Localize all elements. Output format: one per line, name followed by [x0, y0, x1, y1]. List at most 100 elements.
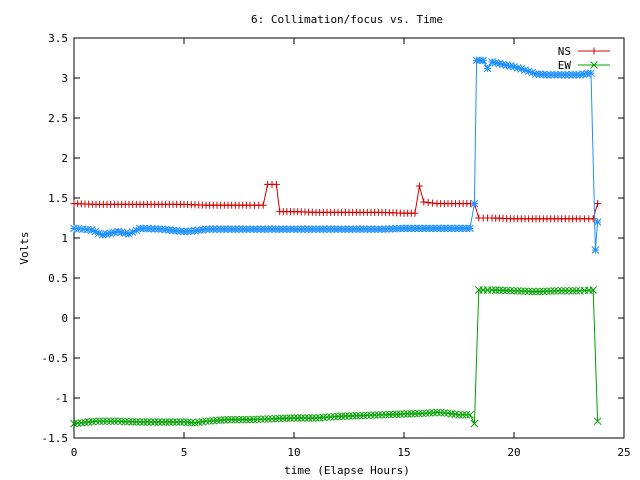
data-point	[202, 417, 210, 426]
legend-label: NS	[558, 45, 571, 58]
data-point	[150, 418, 159, 426]
data-point	[539, 287, 548, 296]
x-tick-label: 10	[287, 446, 300, 459]
data-point	[202, 225, 210, 234]
data-point	[260, 415, 269, 423]
data-point	[506, 286, 515, 295]
data-point	[440, 409, 449, 417]
data-point	[550, 287, 559, 295]
series-layer	[70, 56, 602, 428]
data-point	[103, 417, 111, 426]
data-point	[483, 64, 492, 73]
data-point	[411, 209, 419, 217]
data-point	[209, 416, 218, 425]
data-point	[132, 418, 141, 426]
data-point	[543, 287, 551, 296]
data-point	[414, 409, 423, 418]
data-point	[587, 69, 595, 78]
data-point	[557, 286, 566, 295]
data-point	[154, 418, 163, 426]
data-point	[568, 70, 577, 79]
data-point	[290, 225, 298, 234]
plot-border	[73, 37, 625, 439]
data-point	[246, 415, 254, 424]
data-point	[381, 410, 390, 419]
data-point	[466, 410, 474, 419]
data-point	[257, 415, 265, 424]
data-point	[400, 410, 408, 418]
data-point	[415, 182, 423, 190]
data-point	[275, 225, 284, 234]
data-point	[238, 415, 247, 424]
series-line	[73, 289, 599, 425]
data-point	[546, 287, 555, 295]
data-point	[106, 417, 115, 426]
data-point	[176, 418, 185, 426]
data-point	[392, 410, 401, 419]
data-point	[242, 225, 251, 234]
data-point	[352, 411, 361, 420]
data-point	[264, 225, 273, 234]
legend-marker	[590, 61, 598, 69]
data-point	[290, 414, 298, 422]
data-point	[297, 414, 306, 422]
data-point	[589, 215, 597, 223]
data-point	[396, 410, 405, 418]
data-point	[458, 410, 467, 419]
data-point	[433, 408, 441, 417]
data-point	[282, 414, 291, 423]
data-point	[337, 225, 346, 234]
data-point	[414, 224, 423, 233]
data-point	[286, 414, 295, 422]
data-point	[143, 224, 152, 233]
data-point	[154, 225, 163, 233]
data-point	[583, 69, 592, 78]
data-point	[572, 286, 581, 295]
data-point	[532, 287, 540, 296]
data-point	[249, 415, 258, 424]
data-point	[334, 225, 342, 234]
data-point	[561, 70, 570, 79]
data-point	[275, 414, 284, 423]
y-axis-ticks: -1.5 -1 -0.5 0 0.5 1 1.5 2 2.5 3 3.5	[42, 32, 624, 445]
data-point	[161, 418, 170, 426]
data-point	[429, 199, 437, 207]
data-point	[561, 286, 570, 295]
x-tick-label: 25	[617, 446, 630, 459]
data-point	[279, 414, 287, 423]
data-point	[440, 224, 449, 233]
y-tick-label: -1.5	[42, 432, 69, 445]
data-point	[326, 413, 335, 421]
data-point	[374, 411, 383, 419]
series-line	[73, 183, 599, 220]
data-point	[521, 287, 529, 296]
data-point	[363, 411, 372, 420]
data-point	[403, 410, 412, 418]
data-point	[488, 286, 496, 294]
data-point	[462, 410, 471, 419]
series-unlabeled	[70, 56, 602, 254]
x-axis-label: time (Elapse Hours)	[284, 464, 410, 477]
data-point	[422, 224, 430, 233]
y-tick-label: 2.5	[48, 112, 68, 125]
data-point	[304, 414, 313, 422]
data-point	[367, 411, 375, 420]
data-point	[513, 287, 522, 295]
data-point	[279, 225, 287, 234]
data-point	[205, 417, 214, 425]
data-point	[345, 225, 353, 234]
data-point	[593, 417, 602, 426]
data-point	[359, 411, 368, 420]
data-point	[259, 201, 267, 209]
series-ns	[70, 180, 602, 223]
data-point	[95, 417, 104, 426]
y-axis-label: Volts	[18, 231, 31, 264]
x-tick-label: 5	[181, 446, 188, 459]
data-point	[363, 225, 372, 234]
data-point	[308, 225, 317, 234]
data-point	[470, 419, 479, 428]
data-point	[572, 70, 581, 79]
data-point	[235, 415, 243, 424]
data-point	[143, 418, 152, 426]
